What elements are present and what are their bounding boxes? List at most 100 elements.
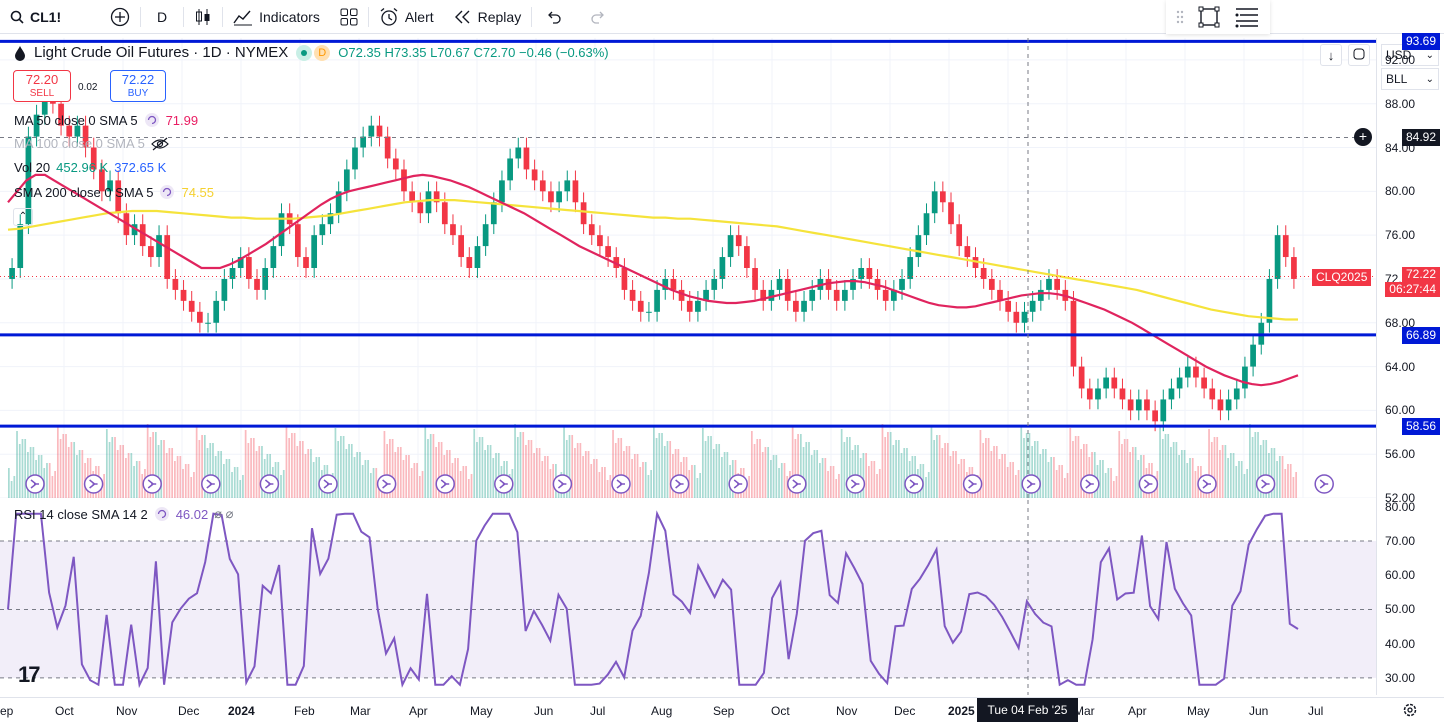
candle-body bbox=[1013, 311, 1020, 323]
candle-body bbox=[1144, 399, 1150, 411]
volume-bar bbox=[212, 443, 214, 498]
candle-body bbox=[254, 278, 260, 290]
candle bbox=[327, 203, 334, 235]
instrument-title[interactable]: Light Crude Oil Futures · 1D · NYMEX bbox=[34, 44, 289, 61]
symbol-search[interactable]: CL1! bbox=[0, 0, 100, 34]
price-chart[interactable] bbox=[0, 38, 1376, 498]
volume-bar bbox=[794, 439, 797, 498]
collapse-legend-button[interactable]: ⌃ bbox=[13, 208, 33, 226]
time-tick: Oct bbox=[771, 704, 790, 718]
event-marker bbox=[845, 474, 866, 494]
volume-bar bbox=[1104, 473, 1107, 498]
volume-bar bbox=[982, 443, 985, 498]
volume-bar bbox=[633, 454, 636, 498]
volume-bar bbox=[282, 470, 285, 498]
volume-bar bbox=[985, 438, 987, 498]
candle bbox=[972, 247, 979, 278]
candle bbox=[621, 258, 628, 300]
drag-handle-icon[interactable] bbox=[1176, 9, 1184, 25]
settings-button[interactable] bbox=[1402, 702, 1418, 723]
candle-body bbox=[82, 125, 89, 148]
volume-bar bbox=[522, 432, 525, 498]
volume-bar bbox=[876, 474, 878, 498]
fullscreen-icon[interactable] bbox=[1198, 6, 1220, 28]
redo-icon bbox=[590, 10, 606, 24]
undo-button[interactable] bbox=[532, 0, 576, 34]
legend-ma100[interactable]: MA 100 close 0 SMA 5 bbox=[14, 136, 169, 151]
volume-bar bbox=[1259, 445, 1262, 498]
replay-button[interactable]: Replay bbox=[444, 0, 532, 34]
volume-bar bbox=[462, 466, 465, 498]
legend-rsi[interactable]: RSI 14 close SMA 14 2 46.02 ⌀ ⌀ bbox=[14, 506, 234, 522]
add-alert-button[interactable]: + bbox=[1354, 128, 1372, 147]
price-axis[interactable]: USD ⌄ BLL ⌄ 92.00 88.00 84.00 80.00 76.00 72.… bbox=[1376, 33, 1444, 695]
candle-body bbox=[450, 224, 456, 236]
candle bbox=[107, 170, 113, 202]
candle-body bbox=[392, 158, 399, 170]
tradingview-logo[interactable]: 17 bbox=[18, 662, 41, 688]
buy-button[interactable]: 72.22 BUY bbox=[110, 70, 166, 102]
sell-button[interactable]: 72.20 SELL bbox=[13, 70, 71, 102]
interval-button[interactable]: D bbox=[141, 0, 183, 34]
volume-bar bbox=[993, 446, 995, 498]
chart-type-button[interactable] bbox=[184, 0, 222, 34]
countdown-label: 06:27:44 bbox=[1385, 281, 1440, 297]
time-axis[interactable]: Tue 04 Feb '25 ep Oct Nov Dec 2024 Feb Mar Apr M… bbox=[0, 697, 1444, 723]
legend-ma50[interactable]: MA 50 close 0 SMA 5 71.99 bbox=[14, 112, 198, 128]
volume-bar bbox=[851, 450, 854, 498]
chevron-down-icon: ⌄ bbox=[1425, 73, 1434, 85]
legend-sma200-value: 74.55 bbox=[181, 184, 215, 200]
candle-body bbox=[597, 235, 603, 247]
volume-bar bbox=[644, 462, 647, 498]
alert-button[interactable]: Alert bbox=[369, 0, 444, 34]
rsi-tick: 60.00 bbox=[1385, 568, 1416, 583]
candle-body bbox=[507, 158, 513, 181]
candle-body bbox=[1201, 377, 1207, 389]
volume-bar bbox=[862, 453, 865, 498]
volume-bar bbox=[1028, 433, 1031, 498]
volume-bar bbox=[601, 467, 604, 498]
layouts-button[interactable] bbox=[330, 0, 368, 34]
candle bbox=[890, 280, 897, 311]
candle-body bbox=[303, 257, 309, 268]
top-line-label: 93.69 bbox=[1401, 33, 1440, 51]
volume-bar bbox=[154, 432, 157, 498]
candle-body bbox=[164, 235, 171, 279]
unit-value: BLL bbox=[1386, 72, 1408, 86]
candle-body bbox=[1176, 377, 1183, 389]
indicators-button[interactable]: Indicators bbox=[223, 0, 330, 34]
price-tick: 56.00 bbox=[1385, 447, 1416, 462]
scroll-down-button[interactable]: ↓ bbox=[1320, 44, 1342, 66]
candle-body bbox=[205, 322, 211, 324]
candle-body bbox=[115, 180, 122, 214]
volume-bar bbox=[334, 428, 337, 498]
volume-bar bbox=[1251, 437, 1254, 498]
legend-ma100-label: MA 100 close 0 SMA 5 bbox=[14, 136, 145, 151]
unit-select[interactable]: BLL ⌄ bbox=[1381, 68, 1439, 90]
maximize-pane-button[interactable] bbox=[1348, 44, 1370, 66]
volume-bar bbox=[478, 437, 481, 498]
volume-bar bbox=[369, 473, 372, 498]
price-tick: 52.00 bbox=[1385, 491, 1416, 505]
event-marker bbox=[1080, 474, 1100, 494]
volume-bar bbox=[887, 432, 889, 498]
candle-body bbox=[458, 235, 464, 258]
event-marker bbox=[83, 474, 104, 494]
candle-body bbox=[294, 224, 301, 258]
compare-button[interactable] bbox=[100, 0, 140, 34]
undo-icon bbox=[546, 10, 562, 24]
volume-bar bbox=[538, 448, 541, 498]
rsi-chart[interactable] bbox=[0, 500, 1376, 695]
redo-button[interactable] bbox=[576, 0, 620, 34]
eye-hidden-icon[interactable] bbox=[150, 137, 169, 151]
legend-sma200[interactable]: SMA 200 close 0 SMA 5 74.55 bbox=[14, 184, 214, 200]
volume-bar bbox=[293, 433, 296, 498]
volume-bar bbox=[29, 447, 32, 498]
volume-bar bbox=[775, 455, 778, 498]
object-tree-icon[interactable] bbox=[1234, 6, 1260, 28]
volume-bar bbox=[1072, 441, 1074, 498]
legend-volume[interactable]: Vol 20 452.96 K 372.65 K bbox=[14, 160, 166, 175]
candle-body bbox=[425, 191, 432, 214]
candle bbox=[931, 181, 938, 224]
time-tick: Mar bbox=[350, 704, 371, 718]
